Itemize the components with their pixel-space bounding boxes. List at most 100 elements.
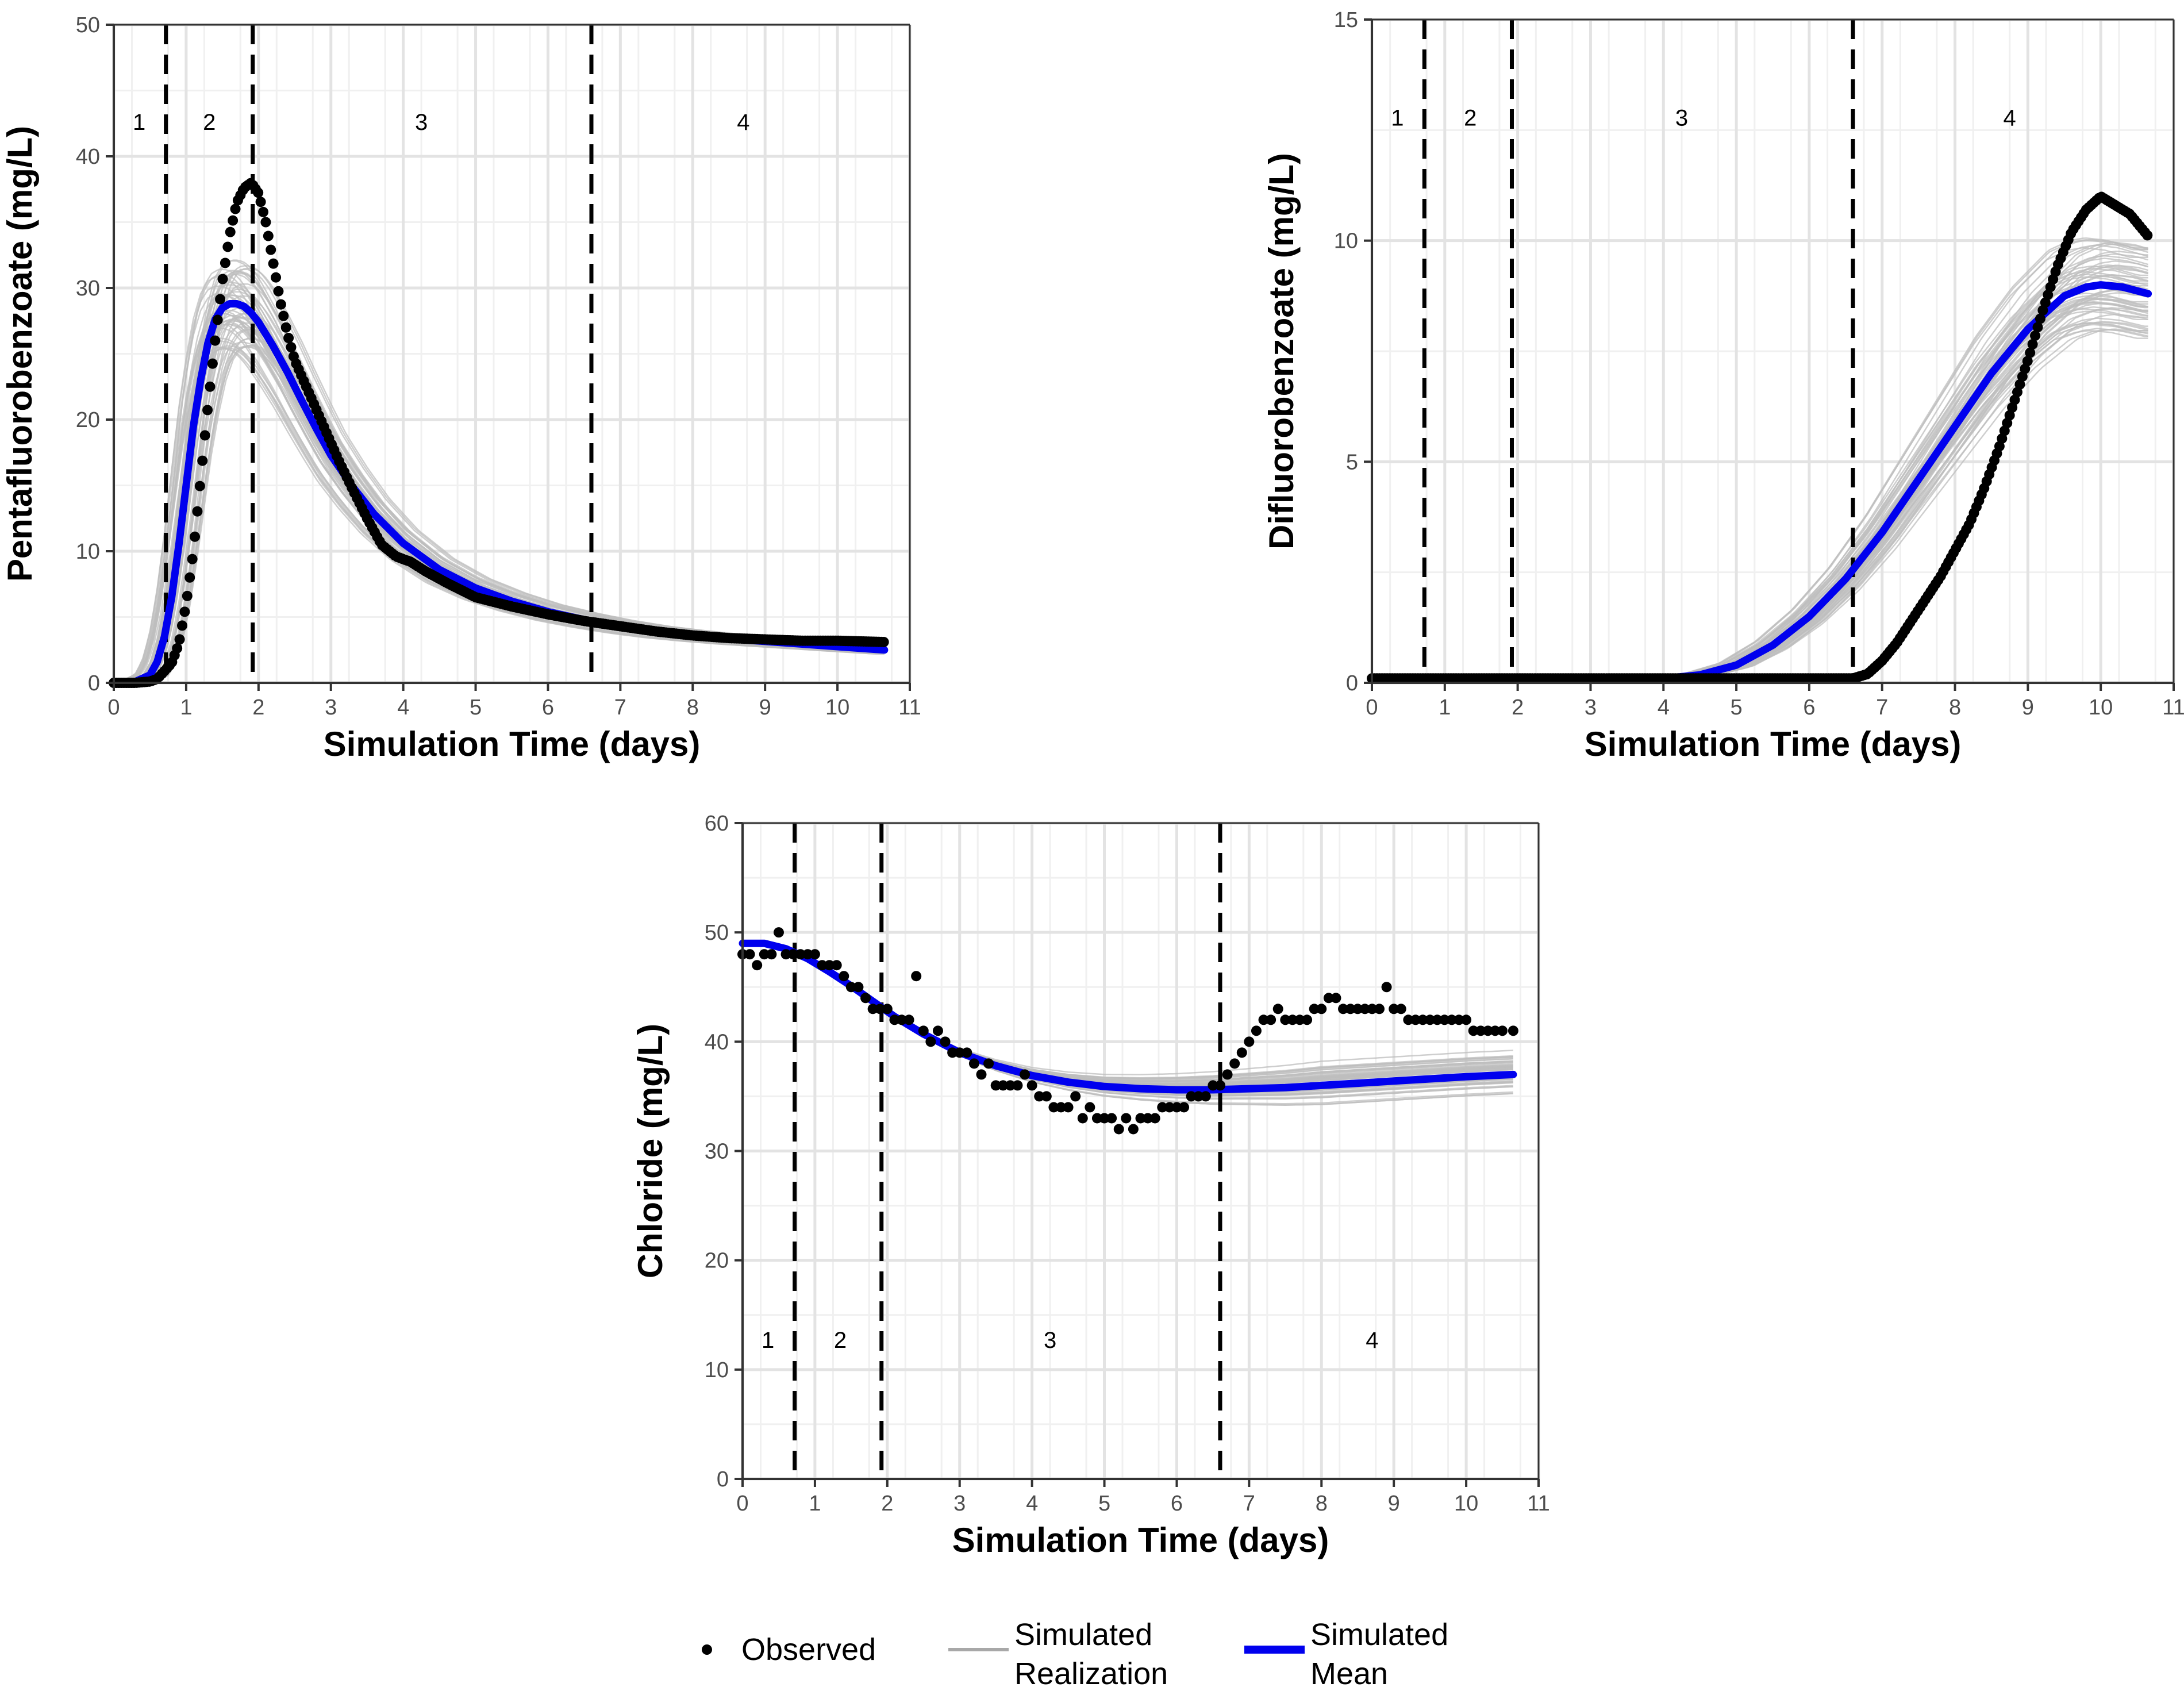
x-tick-label: 0 <box>1366 695 1378 720</box>
observed-point <box>192 506 203 517</box>
x-axis-title: Simulation Time (days) <box>1585 725 1962 763</box>
observed-point <box>174 634 185 645</box>
observed-point <box>1266 1014 1276 1025</box>
x-tick-label: 1 <box>809 1492 821 1516</box>
observed-point <box>2035 313 2045 324</box>
x-tick-label: 7 <box>1243 1492 1255 1516</box>
observed-point <box>1026 1080 1037 1091</box>
observed-point <box>1020 1069 1031 1080</box>
x-tick-label: 1 <box>180 695 192 720</box>
observed-point <box>1490 1025 1501 1036</box>
y-tick-label: 5 <box>1346 450 1358 474</box>
y-tick-label: 10 <box>1334 229 1358 253</box>
realization-line <box>1372 322 2148 680</box>
y-tick-label: 10 <box>76 540 100 564</box>
observed-point <box>1179 1102 1190 1113</box>
observed-point <box>182 590 193 601</box>
realization-line <box>1372 329 2148 680</box>
realization-line <box>114 326 885 684</box>
phase-label: 2 <box>1464 106 1476 131</box>
observed-point <box>260 217 271 228</box>
observed-point <box>2022 356 2033 367</box>
observed-point <box>1258 1014 1269 1025</box>
realization-line <box>1372 321 2148 680</box>
x-tick-label: 1 <box>1439 695 1451 720</box>
observed-point <box>278 310 289 321</box>
observed-point <box>271 272 282 283</box>
y-axis-title: Difluorobenzoate (mg/L) <box>1262 153 1301 549</box>
observed-point <box>217 274 228 285</box>
observed-point <box>759 949 770 960</box>
observed-point <box>1236 1047 1247 1058</box>
y-axis-title: Chloride (mg/L) <box>631 1024 670 1278</box>
realization-line <box>1372 329 2148 680</box>
realization-line <box>743 942 1513 1093</box>
observed-point <box>875 1004 886 1014</box>
observed-point <box>202 405 213 416</box>
observed-point <box>1063 1102 1074 1113</box>
observed-point <box>266 244 276 255</box>
observed-point <box>199 430 210 441</box>
realization-line <box>114 322 885 684</box>
observed-point <box>1287 1014 1298 1025</box>
y-tick-label: 30 <box>76 276 100 301</box>
observed-point <box>190 531 201 542</box>
observed-point <box>253 187 264 198</box>
observed-point <box>1367 1004 1378 1014</box>
realization-line <box>113 322 885 683</box>
realization-line <box>113 321 885 683</box>
phase-label: 4 <box>1366 1328 1378 1353</box>
observed-point <box>179 606 190 617</box>
observed-point <box>2027 339 2038 349</box>
realization-line <box>113 323 885 683</box>
observed-point <box>1085 1102 1095 1113</box>
observed-point <box>998 1080 1009 1091</box>
observed-point <box>1128 1124 1139 1135</box>
observed-point <box>187 554 198 564</box>
y-tick-label: 40 <box>76 145 100 169</box>
phase-label: 2 <box>203 110 216 135</box>
observed-point <box>773 927 784 938</box>
x-tick-label: 3 <box>953 1492 966 1516</box>
observed-point <box>1395 1004 1406 1014</box>
realization-line <box>743 942 1513 1089</box>
observed-point <box>1200 1091 1211 1102</box>
observed-point <box>230 203 241 214</box>
observed-point <box>845 982 856 993</box>
observed-point <box>197 455 208 466</box>
observed-point <box>1215 1080 1225 1091</box>
observed-point <box>1164 1102 1175 1113</box>
legend-realization-label-1: Simulated <box>1014 1617 1152 1652</box>
realization-line <box>113 327 885 683</box>
phase-label: 4 <box>2004 106 2016 131</box>
observed-point <box>1077 1113 1088 1124</box>
realization-line <box>114 346 885 684</box>
observed-point <box>788 949 799 960</box>
observed-point <box>897 1014 907 1025</box>
realization-line <box>114 338 885 684</box>
x-tick-label: 9 <box>759 695 771 720</box>
observed-point <box>1403 1014 1414 1025</box>
x-tick-label: 10 <box>1454 1492 1478 1516</box>
observed-point <box>1432 1014 1443 1025</box>
x-tick-label: 11 <box>1527 1492 1549 1516</box>
x-tick-label: 5 <box>470 695 482 720</box>
observed-point <box>255 197 266 207</box>
observed-point <box>228 215 239 226</box>
observed-point <box>1331 993 1341 1004</box>
observed-point <box>184 572 195 583</box>
phase-label: 4 <box>737 110 749 135</box>
realization-line <box>113 274 885 684</box>
realization-line <box>1372 308 2148 680</box>
y-tick-label: 50 <box>705 921 729 945</box>
observed-point <box>817 960 828 971</box>
x-tick-label: 2 <box>881 1492 893 1516</box>
observed-point <box>1229 1058 1240 1069</box>
observed-point <box>1193 1091 1204 1102</box>
x-axis-title: Simulation Time (days) <box>952 1521 1329 1559</box>
observed-point <box>2030 330 2041 341</box>
observed-point <box>212 314 223 325</box>
realization-line <box>113 348 885 683</box>
legend-mean-label-1: Simulated <box>1310 1617 1448 1652</box>
observed-point <box>1389 1004 1399 1014</box>
